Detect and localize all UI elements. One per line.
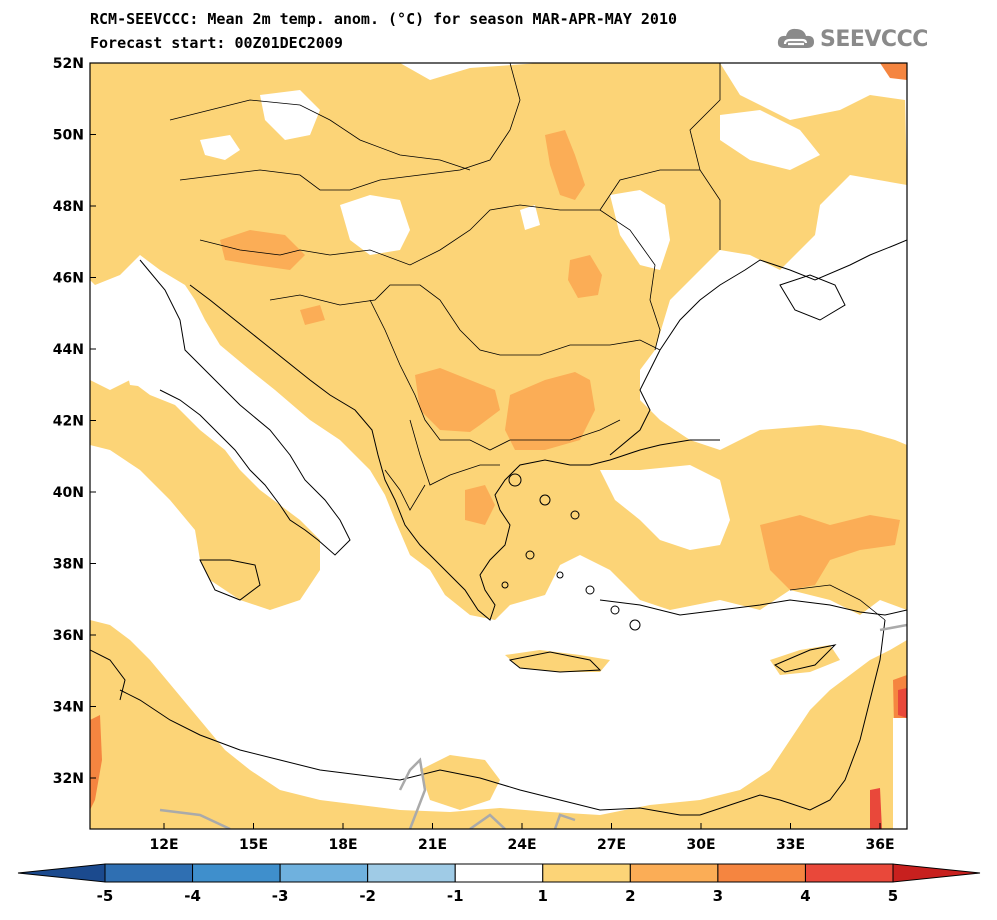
colorbar-label: -5: [97, 887, 114, 905]
colorbar-lower-arrow: [17, 863, 106, 883]
lon-label: 12E: [149, 837, 178, 853]
anomaly-region-1-2: [770, 645, 840, 675]
anomaly-region-2-3: [760, 515, 900, 590]
anomaly-region-2-3: [568, 255, 602, 298]
anomaly-hole: [340, 195, 410, 255]
lon-label: 36E: [865, 837, 894, 853]
colorbar-segment: [542, 863, 631, 883]
no-data-area: [893, 718, 907, 829]
colorbar-label: 2: [625, 887, 635, 905]
colorbar-segment: [804, 863, 894, 883]
map-title: RCM-SEEVCCC: Mean 2m temp. anom. (°C) fo…: [90, 10, 677, 28]
colorbar-label: -3: [272, 887, 289, 905]
lat-label: 36N: [53, 628, 84, 644]
forecast-start: Forecast start: 00Z01DEC2009: [90, 34, 343, 52]
anomaly-region-2-3: [220, 230, 305, 270]
lat-label: 42N: [53, 414, 84, 430]
colorbar-label: -4: [184, 887, 201, 905]
lat-label: 44N: [53, 342, 84, 358]
lon-label: 30E: [686, 837, 715, 853]
lon-label: 27E: [597, 837, 626, 853]
coastlines: [90, 239, 907, 816]
lat-label: 52N: [53, 56, 84, 72]
logo-text: SEEVCCC: [820, 26, 928, 52]
lon-label: 21E: [418, 837, 447, 853]
lat-label: 34N: [53, 700, 84, 716]
colorbar-segment: [279, 863, 369, 883]
anomaly-region-2-3: [415, 368, 500, 432]
lat-label: 50N: [53, 128, 84, 144]
anomaly-region-3-4: [880, 63, 907, 80]
colorbar-label: -2: [359, 887, 376, 905]
anomaly-region-3-4: [90, 715, 102, 810]
colorbar-upper-arrow: [892, 863, 981, 883]
lat-label: 48N: [53, 199, 84, 215]
anomaly-hole: [520, 205, 540, 230]
anomaly-hole: [600, 465, 730, 550]
lat-label: 38N: [53, 557, 84, 573]
country-borders: [169, 63, 886, 621]
anomaly-hole: [610, 190, 670, 270]
colorbar: -5 -4 -3 -2 -1 1 2 3 4 5: [17, 863, 981, 905]
colorbar-label: 4: [800, 887, 810, 905]
anomaly-hole: [120, 325, 215, 395]
anomaly-region-1-2: [90, 620, 907, 829]
colorbar-segment: [629, 863, 719, 883]
colorbar-segment: [104, 863, 194, 883]
lon-label: 24E: [507, 837, 536, 853]
colorbar-segment: [717, 863, 806, 883]
anomaly-shading: [90, 63, 907, 829]
lat-label: 40N: [53, 485, 84, 501]
lat-label: 32N: [53, 771, 84, 787]
anomaly-region-2-3: [300, 305, 325, 325]
seevccc-logo: SEEVCCC: [776, 22, 928, 56]
anomaly-region-2-3: [505, 372, 595, 450]
colorbar-segment: [367, 863, 456, 883]
longitude-axis: 12E 15E 18E 21E 24E 27E 30E 33E 36E: [149, 823, 895, 853]
anomaly-region-4-5: [870, 788, 882, 829]
anomaly-region-4-5: [898, 688, 907, 718]
anomaly-hole: [720, 110, 820, 170]
anomaly-region-2-3: [465, 485, 495, 525]
lat-label: 46N: [53, 271, 84, 287]
plot-frame: [89, 62, 908, 830]
lon-label: 15E: [239, 837, 268, 853]
colorbar-segment: [454, 863, 544, 883]
anomaly-region-2-3: [545, 130, 585, 200]
anomaly-region-1-2: [90, 380, 320, 610]
lon-label: 18E: [328, 837, 357, 853]
lon-label: 33E: [776, 837, 805, 853]
colorbar-label: 3: [713, 887, 723, 905]
colorbar-label: 1: [538, 887, 548, 905]
contour-zero-lines: [159, 623, 907, 829]
colorbar-segment: [192, 863, 281, 883]
anomaly-region-1-2: [420, 755, 500, 810]
cloud-icon: [777, 28, 814, 48]
colorbar-label: -1: [447, 887, 464, 905]
anomaly-hole: [200, 135, 240, 160]
latitude-axis: 52N 50N 48N 46N 44N 42N 40N 38N 36N 34N 32N: [53, 56, 96, 787]
colorbar-label: 5: [888, 887, 898, 905]
